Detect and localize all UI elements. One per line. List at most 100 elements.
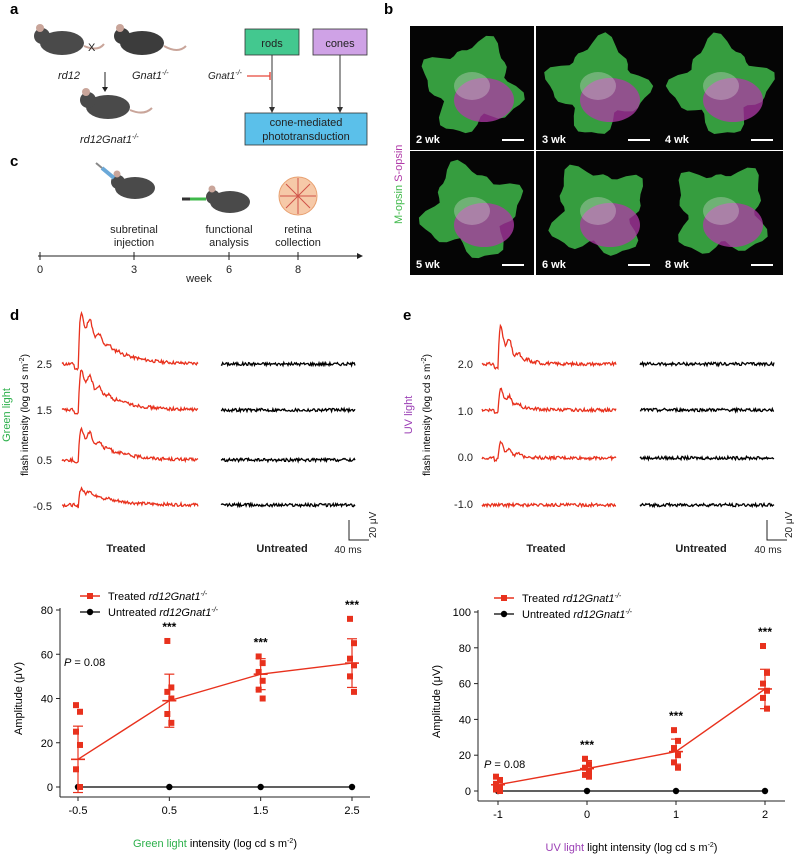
y-tick-label: 100 <box>453 607 471 619</box>
y-tick-label: 20 <box>41 738 53 750</box>
x-tick-label: 0.5 <box>162 805 177 817</box>
treated-individual-point <box>73 766 79 773</box>
legend-untreated-name: Untreated <box>522 609 573 621</box>
treated-trace <box>61 426 199 464</box>
retina-tile: 6 wk <box>536 151 660 275</box>
uv-light-chart: 0 20 40 60 80 100 -1 0 1 2 Amplitude (μV) UV light … <box>431 593 785 854</box>
tile-label: 2 wk <box>416 134 441 146</box>
treated-individual-point <box>351 688 357 695</box>
panel-d-ylabel-text: flash intensity (log cd s m <box>20 364 31 476</box>
significance-annotation: *** <box>162 620 176 634</box>
retina-flatmount-icon <box>278 176 318 216</box>
treated-series-line <box>497 688 766 786</box>
treated-individual-point <box>582 755 588 762</box>
panel-b-ylabel-purple: S-opsin <box>393 145 405 182</box>
retina-tile: 2 wk <box>410 26 534 150</box>
retina-center <box>454 72 490 100</box>
treated-individual-point <box>77 741 83 748</box>
treated-individual-point <box>675 752 681 759</box>
mouse-gnat1-icon <box>114 24 187 55</box>
y-tick-label: 80 <box>41 605 53 617</box>
treated-individual-point <box>259 695 266 702</box>
treated-individual-point <box>347 655 353 662</box>
timeline-tick-0: 0 <box>37 264 43 276</box>
y-tick-label: 80 <box>459 643 471 655</box>
treated-individual-point <box>764 687 770 694</box>
functional-analysis-mouse-icon <box>182 185 250 213</box>
panel-e-scale-amp: 20 μV <box>784 511 795 538</box>
treated-series-line <box>77 662 353 760</box>
retina-s-opsin <box>454 78 514 122</box>
untreated-trace <box>220 456 356 464</box>
legend-treated-marker <box>501 595 507 601</box>
legend-treated-label: Treated rd12Gnat1-/- <box>108 591 208 603</box>
treated-individual-point <box>671 727 677 734</box>
y-tick-label: 0 <box>465 786 471 798</box>
panel-b-ylabel-green: M-opsin <box>393 185 405 224</box>
panel-d-intensity-4: -0.5 <box>33 501 52 513</box>
x-tick-label: 1.5 <box>253 805 268 817</box>
legend-untreated-sup: -/- <box>625 609 632 616</box>
legend-treated-geno: rd12Gnat1 <box>563 593 615 605</box>
untreated-point <box>761 787 769 795</box>
untreated-point <box>672 787 680 795</box>
untreated-trace <box>639 501 775 509</box>
label-rd12: rd12 <box>58 70 80 82</box>
timeline-ticks <box>39 252 299 260</box>
panel-letter-d: d <box>10 307 19 324</box>
step1-line2: injection <box>114 237 154 249</box>
y-tick-label: 40 <box>41 694 53 706</box>
retina-center <box>454 197 490 225</box>
treated-individual-point <box>497 784 503 791</box>
tile-label: 3 wk <box>542 134 567 146</box>
retina-s-opsin <box>454 203 514 247</box>
panel-e-ylabel-sup: -2 <box>421 357 428 363</box>
panel-d-ylabel-sup: -2 <box>19 357 26 363</box>
panel-d-light-label: Green light <box>1 388 13 442</box>
legend-treated-sup: -/- <box>201 591 208 598</box>
treated-individual-point <box>671 759 677 766</box>
tile-label: 8 wk <box>665 259 690 271</box>
p-value-text: = 0.08 <box>71 657 105 669</box>
treated-individual-point <box>164 637 171 644</box>
timeline-arrowhead <box>357 253 363 259</box>
pathway-box <box>244 112 368 146</box>
treated-individual-point <box>760 643 766 650</box>
treated-individual-point <box>675 737 681 744</box>
x-axis-label-text: light intensity (log cd s m <box>584 842 708 854</box>
panel-e-untreated-label: Untreated <box>675 543 726 555</box>
panel-d-traces <box>61 310 356 509</box>
treated-individual-point <box>168 695 175 702</box>
retina-tile: 5 wk <box>410 151 534 275</box>
panel-d-ylabel: flash intensity (log cd s m-2) <box>19 354 31 476</box>
y-axis-label: Amplitude (μV) <box>431 665 443 738</box>
timeline-tick-8: 8 <box>295 264 301 276</box>
x-axis-label-sup: -2 <box>708 842 714 849</box>
y-tick-label: 40 <box>459 714 471 726</box>
panel-d-ylabel-end: ) <box>20 354 31 357</box>
p-value-text: = 0.08 <box>491 759 525 771</box>
untreated-point <box>257 783 264 791</box>
treated-trace <box>61 369 199 415</box>
x-axis-label-end: ) <box>293 838 297 850</box>
panel-e-ylabel-text: flash intensity (log cd s m <box>422 364 433 476</box>
inhibitor-label-name: Gnat1 <box>208 71 235 82</box>
retina-tile: 8 wk <box>659 151 783 275</box>
x-tick-label: -0.5 <box>69 805 88 817</box>
x-axis-label-sup: -2 <box>287 838 293 845</box>
untreated-trace <box>639 360 775 368</box>
panel-e-treated-label: Treated <box>526 543 565 555</box>
syringe-mouse-icon <box>95 162 155 199</box>
label-gnat1: Gnat1-/- <box>132 70 169 82</box>
panel-e-light-label: UV light <box>403 396 415 435</box>
significance-annotation: *** <box>758 625 772 639</box>
x-tick-label: 2.5 <box>344 805 359 817</box>
legend-treated-marker <box>87 593 93 599</box>
treated-individual-point <box>586 768 592 775</box>
mouse-offspring-icon <box>80 88 153 119</box>
p-value-letter: P <box>64 657 72 669</box>
timeline-tick-6: 6 <box>226 264 232 276</box>
treated-trace <box>481 323 617 371</box>
step1-line1: subretinal <box>110 224 158 236</box>
untreated-trace <box>220 360 356 368</box>
